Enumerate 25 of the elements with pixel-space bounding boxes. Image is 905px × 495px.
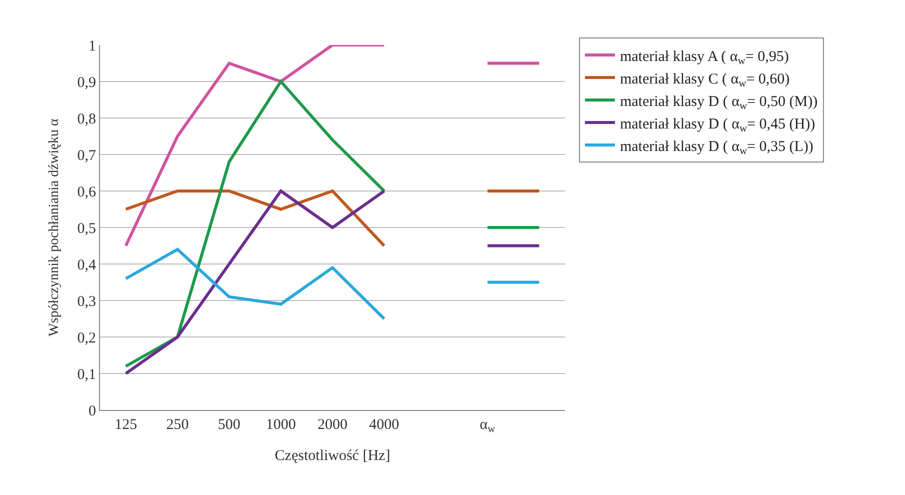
y-tick-label: 1 [88, 38, 96, 54]
y-axis-title: Współczynnik pochłaniania dźwięku α [46, 118, 62, 336]
y-tick-label: 0,2 [77, 330, 96, 346]
x-tick-label: α$_{w}$ [480, 417, 496, 436]
x-tick-label: 250 [166, 417, 189, 433]
x-tick-label: 4000 [369, 417, 400, 433]
y-tick-label: 0,6 [77, 184, 96, 200]
y-tick-label: 0,5 [77, 220, 96, 237]
legend-label: materiał klasy D ( α$_{w}$= 0,45 (H)) [620, 116, 816, 134]
y-tick-label: 0,9 [77, 74, 96, 91]
y-tick-label: 0,3 [77, 294, 96, 310]
legend-label: materiał klasy A ( α$_{w}$= 0,95) [620, 48, 789, 67]
x-tick-label: 500 [218, 417, 240, 433]
y-tick-label: 0,1 [77, 366, 96, 383]
x-axis-title: Częstotliwość [Hz] [274, 448, 390, 464]
legend-label: materiał klasy D ( α$_{w}$= 0,35 (L)) [620, 138, 814, 157]
legend-label: materiał klasy D ( α$_{w}$= 0,50 (M)) [620, 94, 818, 112]
y-tick-label: 0,8 [77, 111, 96, 128]
y-tick-label: 0,7 [77, 148, 96, 164]
x-tick-label: 125 [114, 417, 138, 433]
x-tick-label: 1000 [266, 417, 296, 433]
y-tick-label: 0 [88, 403, 96, 420]
legend-label: materiał klasy C ( α$_{w}$= 0,60) [620, 71, 790, 90]
y-tick-label: 0,4 [77, 257, 96, 274]
x-tick-label: 2000 [318, 417, 348, 433]
